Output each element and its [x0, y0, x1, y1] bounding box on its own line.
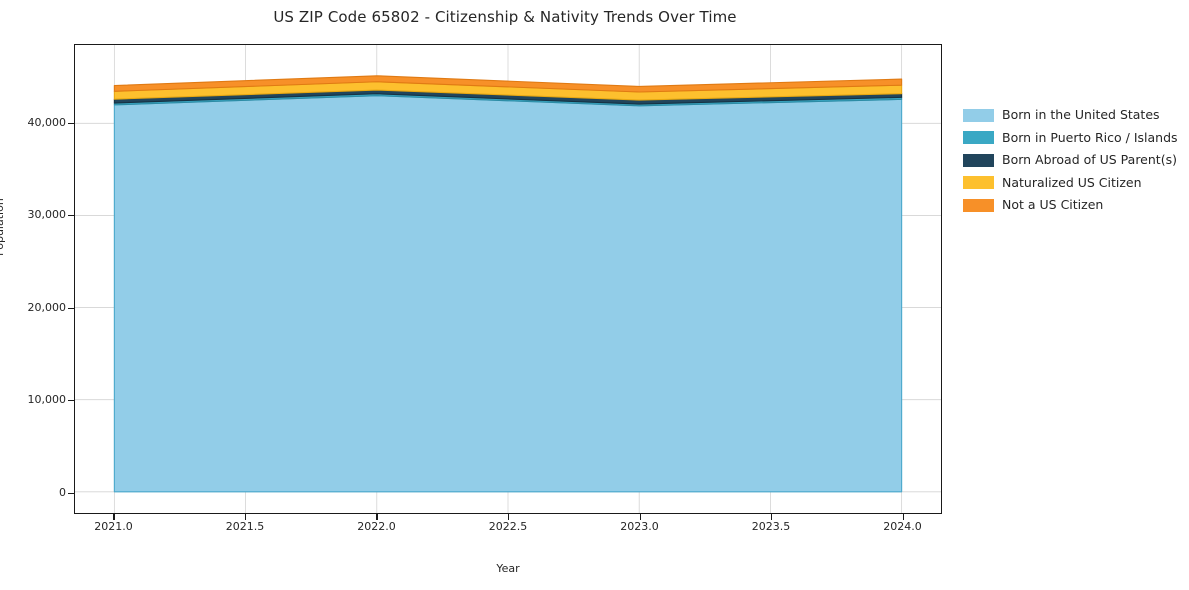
stacked-area-plot: [75, 45, 941, 513]
x-tick-label: 2021.5: [225, 520, 265, 533]
area-series-group: [113, 75, 903, 493]
y-tick-mark: [68, 307, 74, 309]
x-tick-mark: [771, 514, 773, 520]
y-tick-label: 0: [59, 485, 66, 499]
y-tick-mark: [68, 400, 74, 402]
x-tick-label: 2023.5: [751, 520, 791, 533]
y-axis-label: Population: [0, 198, 6, 256]
legend-label: Born in Puerto Rico / Islands: [1002, 129, 1178, 145]
x-axis-label: Year: [496, 562, 520, 575]
legend-item[interactable]: Not a US Citizen: [963, 194, 1189, 217]
x-tick-label: 2022.0: [357, 520, 396, 533]
y-tick-mark: [68, 215, 74, 217]
x-tick-mark: [376, 514, 378, 520]
y-tick-mark: [68, 122, 74, 124]
y-tick-label: 20,000: [27, 300, 67, 314]
x-tick-mark: [639, 514, 641, 520]
legend-label: Not a US Citizen: [1002, 197, 1104, 212]
chart-legend: Born in the United States Born in Puerto …: [963, 104, 1189, 217]
x-tick-mark: [113, 514, 115, 520]
legend-swatch-icon: [963, 108, 994, 122]
legend-swatch-icon: [963, 153, 994, 167]
legend-item[interactable]: Born Abroad of US Parent(s): [963, 149, 1189, 172]
legend-swatch-icon: [963, 176, 994, 190]
x-tick-label: 2023.0: [620, 520, 659, 533]
x-tick-mark: [244, 514, 247, 520]
chart-title: US ZIP Code 65802 - Citizenship & Nativi…: [273, 8, 737, 26]
x-tick-mark: [902, 514, 904, 520]
y-tick-label: 30,000: [27, 208, 67, 222]
legend-label: Born in the United States: [1002, 107, 1160, 122]
legend-swatch-icon: [963, 198, 994, 212]
area-series-0: [113, 95, 903, 493]
x-tick-label: 2021.0: [94, 520, 133, 533]
plot-area: [74, 44, 942, 514]
legend-label: Born Abroad of US Parent(s): [1002, 152, 1177, 167]
y-tick-label: 10,000: [27, 393, 67, 407]
legend-swatch-icon: [963, 131, 994, 145]
area-series-4: [113, 75, 903, 93]
y-tick-label: 40,000: [27, 115, 67, 129]
legend-item[interactable]: Born in the United States: [963, 104, 1189, 127]
legend-item[interactable]: Born in Puerto Rico / Islands: [963, 127, 1189, 150]
y-tick-mark: [68, 492, 74, 495]
legend-label: Naturalized US Citizen: [1002, 174, 1142, 190]
x-tick-label: 2022.5: [488, 520, 528, 533]
x-tick-mark: [508, 514, 510, 520]
legend-item[interactable]: Naturalized US Citizen: [963, 172, 1189, 195]
y-axis-tick-labels: 0 10,000 20,000 30,000 40,000: [0, 0, 67, 590]
x-tick-label: 2024.0: [883, 520, 922, 533]
